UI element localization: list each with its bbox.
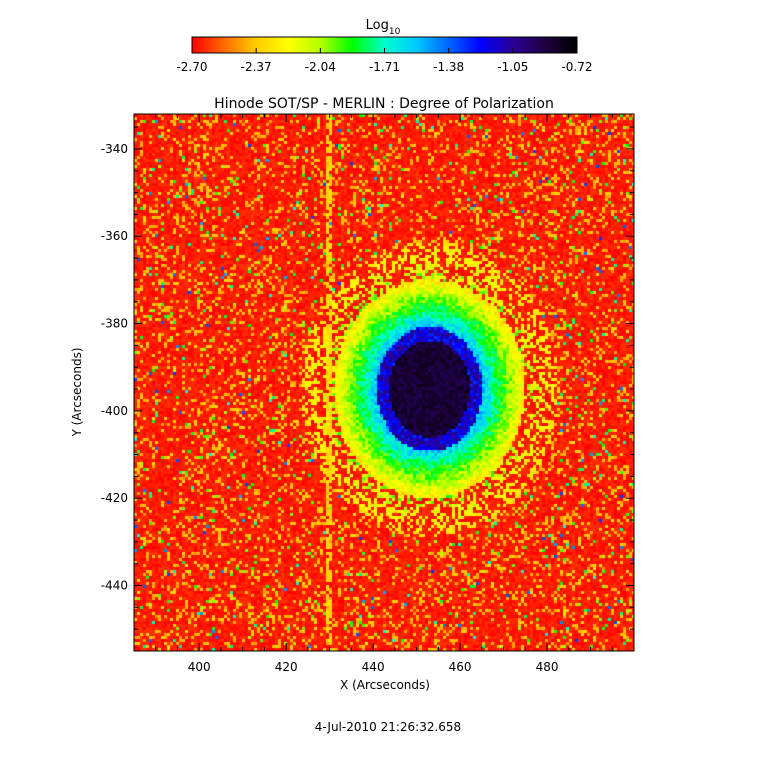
y-tick-label: -380 — [101, 317, 128, 331]
heatmap-plot-area — [134, 114, 634, 651]
colorbar-tick-label: -2.37 — [241, 60, 272, 74]
colorbar-tick-label: -0.72 — [561, 60, 592, 74]
chart-title: Hinode SOT/SP - MERLIN : Degree of Polar… — [214, 96, 554, 112]
y-axis-label: Y (Arcseconds) — [70, 347, 84, 437]
colorbar-tick-label: -1.38 — [433, 60, 464, 74]
polarization-map-image — [134, 114, 634, 651]
y-tick-label: -420 — [101, 491, 128, 505]
colorbar-label: Log10 — [366, 18, 401, 37]
y-tick-label: -340 — [101, 142, 128, 156]
colorbar-ticks: -2.70 -2.37 -2.04 -1.71 -1.38 -1.05 -0.72 — [176, 48, 593, 74]
x-tick-label: 440 — [362, 660, 385, 674]
x-tick-label: 480 — [536, 660, 559, 674]
x-tick-label: 460 — [449, 660, 472, 674]
x-tick-label: 400 — [188, 660, 211, 674]
y-tick-label: -400 — [101, 404, 128, 418]
x-axis-label: X (Arcseconds) — [340, 678, 430, 692]
colorbar-tick-label: -2.70 — [176, 60, 207, 74]
x-tick-label: 420 — [275, 660, 298, 674]
colorbar-tick-label: -1.71 — [369, 60, 400, 74]
plot-axes: 400 420 440 460 480 -340 -360 -380 -400 -420 -440 — [101, 113, 635, 674]
colorbar-tick-label: -2.04 — [305, 60, 336, 74]
y-tick-label: -440 — [101, 579, 128, 593]
y-tick-label: -360 — [101, 229, 128, 243]
colorbar-tick-label: -1.05 — [497, 60, 528, 74]
timestamp: 4-Jul-2010 21:26:32.658 — [315, 720, 461, 734]
plot-frame — [133, 113, 635, 652]
